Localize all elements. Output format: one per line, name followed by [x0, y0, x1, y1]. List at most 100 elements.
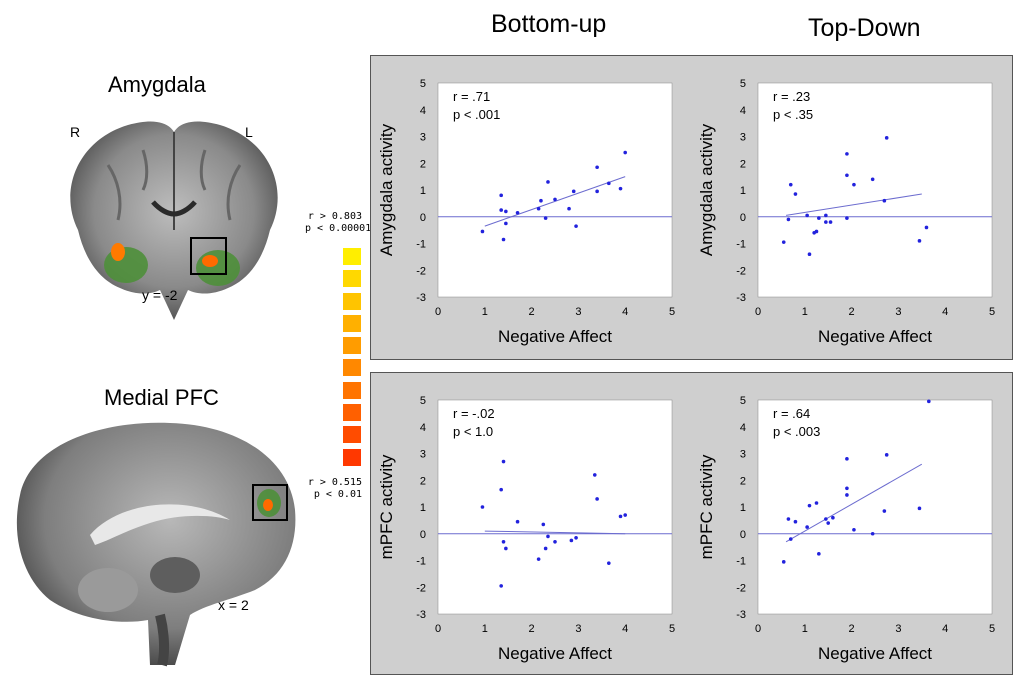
data-point	[515, 519, 520, 524]
x-tick-label: 1	[482, 623, 488, 635]
data-point	[852, 527, 856, 532]
data-point	[807, 503, 812, 508]
data-point	[917, 239, 922, 243]
activation-blob-right	[111, 243, 125, 261]
colorbar-swatch	[343, 359, 361, 377]
stat-p-label: p < 1.0	[453, 424, 493, 439]
colorbar-swatch	[343, 270, 361, 288]
activation-blob-left	[202, 255, 218, 267]
y-tick-label: 1	[420, 502, 426, 514]
x-tick-label: 5	[989, 306, 995, 318]
y-tick-label: -3	[736, 609, 746, 621]
y-tick-label: 4	[740, 105, 746, 117]
y-tick-label: -3	[736, 292, 746, 304]
colorbar-bottom-label: r > 0.515 p < 0.01	[305, 477, 362, 501]
y-tick-label: 3	[420, 449, 426, 461]
colorbar-top-p: p < 0.00001	[305, 223, 372, 234]
data-point	[536, 557, 541, 561]
x-tick-label: 3	[575, 306, 581, 318]
scatter-top-down-mpfc: 5 4 3 2 1 0 -1 -2 -3 0 1 2 3 4 5 Negative Affect mPFC ac…	[697, 395, 995, 663]
cerebellum	[78, 568, 138, 612]
y-tick-label: 5	[740, 78, 746, 90]
x-tick-label: 3	[895, 306, 901, 318]
y-tick-label: 2	[420, 475, 426, 487]
data-point	[595, 189, 599, 194]
colorbar-top-r: r > 0.803	[307, 211, 362, 222]
colorbar-bottom-p: p < 0.01	[313, 489, 362, 500]
x-tick-label: 4	[622, 623, 628, 635]
hemisphere-left-label: L	[245, 124, 253, 140]
column-heading-top-down: Top-Down	[808, 14, 921, 42]
data-point	[824, 213, 828, 218]
mpfc-coord-label: x = 2	[218, 597, 249, 613]
corpus-callosum	[90, 504, 230, 545]
data-point	[567, 206, 571, 211]
x-tick-label: 2	[849, 623, 855, 635]
y-tick-label: 1	[740, 185, 746, 197]
x-tick-label: 1	[482, 306, 488, 318]
y-tick-label: 5	[420, 78, 426, 90]
x-axis-label: Negative Affect	[498, 644, 612, 663]
data-point	[805, 213, 809, 218]
data-point	[845, 216, 849, 220]
data-point	[499, 208, 503, 212]
coronal-brain-image	[70, 121, 278, 320]
sagittal-brain-image	[16, 422, 296, 667]
data-point	[480, 229, 485, 234]
y-tick-label: 5	[420, 395, 426, 407]
data-point	[574, 535, 578, 540]
x-tick-label: 2	[849, 306, 855, 318]
data-point	[814, 501, 819, 505]
data-point	[501, 539, 506, 544]
data-point	[543, 546, 548, 551]
data-point	[781, 560, 786, 564]
scatter-top-down-amygdala: 5 4 3 2 1 0 -1 -2 -3 0 1 2 3 4 5 Negative Affect Amygdal…	[697, 78, 995, 346]
data-point	[793, 192, 798, 196]
amygdala-mask-right	[104, 247, 148, 283]
data-point	[824, 220, 828, 224]
y-tick-label: 4	[420, 105, 426, 117]
data-point	[543, 216, 548, 220]
y-tick-label: -2	[416, 265, 426, 277]
data-point	[501, 459, 506, 464]
plot-area	[437, 82, 673, 298]
x-tick-label: 4	[942, 306, 948, 318]
stat-r-label: r = .64	[773, 406, 810, 421]
x-tick-label: 0	[755, 623, 761, 635]
y-axis-label: mPFC activity	[697, 454, 716, 559]
data-point	[546, 180, 550, 184]
data-point	[805, 525, 809, 529]
x-tick-label: 1	[802, 623, 808, 635]
x-tick-label: 0	[435, 623, 441, 635]
roi-box-amygdala	[190, 237, 227, 275]
x-tick-label: 2	[529, 306, 535, 318]
y-tick-label: -3	[416, 609, 426, 621]
plot-area	[437, 399, 673, 615]
data-point	[870, 531, 875, 536]
data-point	[499, 193, 503, 198]
data-point	[845, 152, 849, 156]
y-tick-label: 0	[420, 529, 426, 541]
mpfc-title: Medial PFC	[104, 385, 219, 410]
y-axis-label: Amygdala activity	[377, 123, 396, 256]
data-point	[831, 515, 835, 520]
data-point	[504, 209, 508, 214]
colorbar-swatch	[343, 248, 361, 265]
data-point	[595, 165, 599, 170]
data-point	[546, 534, 550, 539]
amygdala-title: Amygdala	[108, 72, 206, 97]
colorbar-swatch	[343, 404, 361, 422]
data-point	[574, 224, 578, 228]
colorbar-bottom-r: r > 0.515	[307, 477, 362, 488]
data-point	[807, 252, 812, 256]
y-tick-label: -1	[736, 556, 746, 568]
y-tick-label: -1	[416, 239, 426, 251]
data-point	[817, 216, 821, 220]
data-point	[607, 181, 611, 186]
data-point	[592, 473, 597, 477]
x-axis-label: Negative Affect	[498, 327, 612, 346]
data-point	[499, 487, 503, 492]
x-tick-label: 5	[989, 623, 995, 635]
data-point	[884, 453, 889, 457]
data-point	[623, 513, 627, 517]
